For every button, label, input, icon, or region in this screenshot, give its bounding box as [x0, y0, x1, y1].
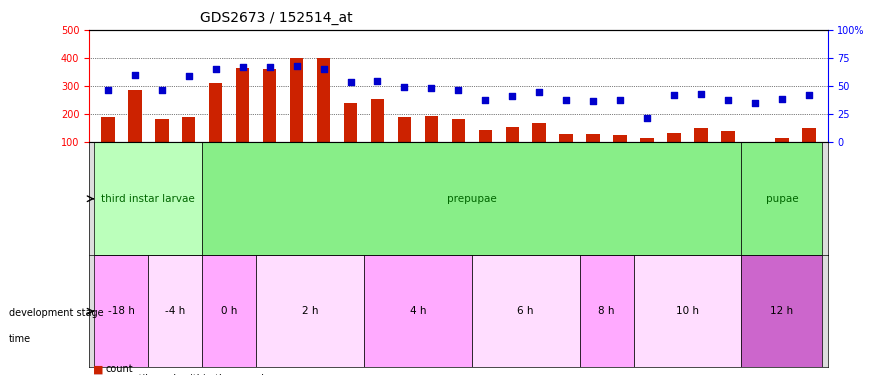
- FancyBboxPatch shape: [472, 255, 579, 368]
- Text: 6 h: 6 h: [517, 306, 534, 316]
- Bar: [613, 135, 627, 142]
- Point: [451, 87, 465, 93]
- Point: [344, 79, 358, 85]
- Point: [613, 97, 627, 103]
- Point: [370, 78, 384, 84]
- Text: third instar larvae: third instar larvae: [101, 194, 195, 204]
- Bar: [721, 131, 734, 142]
- Bar: [317, 58, 330, 142]
- Bar: [128, 90, 142, 142]
- Point: [559, 97, 573, 103]
- Point: [775, 96, 789, 102]
- Point: [802, 92, 816, 98]
- Bar: [263, 69, 277, 142]
- Point: [127, 72, 142, 78]
- Text: 0 h: 0 h: [221, 306, 238, 316]
- Text: GDS2673 / 152514_at: GDS2673 / 152514_at: [200, 11, 352, 25]
- FancyBboxPatch shape: [149, 255, 202, 368]
- Point: [155, 87, 169, 93]
- Bar: [209, 84, 222, 142]
- Point: [397, 84, 411, 90]
- FancyBboxPatch shape: [94, 255, 149, 368]
- FancyBboxPatch shape: [579, 255, 634, 368]
- Point: [506, 93, 520, 99]
- Point: [721, 97, 735, 103]
- Bar: [236, 68, 249, 142]
- Bar: [802, 128, 815, 142]
- Text: 8 h: 8 h: [598, 306, 615, 316]
- Bar: [532, 123, 546, 142]
- FancyBboxPatch shape: [256, 255, 364, 368]
- Point: [425, 86, 439, 92]
- Point: [182, 73, 196, 79]
- FancyBboxPatch shape: [94, 142, 202, 255]
- Point: [236, 64, 250, 70]
- FancyBboxPatch shape: [202, 142, 741, 255]
- Bar: [451, 118, 465, 142]
- Text: development stage: development stage: [9, 308, 103, 318]
- Bar: [668, 133, 681, 142]
- Bar: [694, 128, 708, 142]
- Point: [101, 87, 115, 93]
- FancyBboxPatch shape: [364, 255, 472, 368]
- Bar: [344, 103, 357, 142]
- Text: count: count: [105, 364, 133, 374]
- Bar: [290, 58, 303, 142]
- Text: ■: ■: [93, 364, 104, 374]
- Text: time: time: [9, 334, 31, 344]
- Text: 4 h: 4 h: [409, 306, 426, 316]
- Bar: [155, 118, 168, 142]
- Text: ■: ■: [93, 374, 104, 375]
- Text: -18 h: -18 h: [108, 306, 134, 316]
- Text: pupae: pupae: [765, 194, 798, 204]
- Text: prepupae: prepupae: [447, 194, 497, 204]
- Bar: [479, 130, 492, 142]
- Point: [532, 89, 546, 95]
- FancyBboxPatch shape: [741, 255, 822, 368]
- Point: [694, 91, 708, 97]
- Point: [317, 66, 331, 72]
- FancyBboxPatch shape: [202, 255, 256, 368]
- FancyBboxPatch shape: [741, 142, 822, 255]
- Bar: [775, 138, 789, 142]
- Text: percentile rank within the sample: percentile rank within the sample: [105, 374, 270, 375]
- Point: [640, 115, 654, 121]
- Bar: [425, 116, 438, 142]
- Text: 12 h: 12 h: [771, 306, 793, 316]
- Point: [748, 100, 762, 106]
- Text: 10 h: 10 h: [676, 306, 699, 316]
- Bar: [506, 127, 519, 142]
- Point: [289, 63, 303, 69]
- Point: [586, 98, 600, 104]
- Point: [263, 64, 277, 70]
- Bar: [560, 134, 573, 142]
- Bar: [640, 138, 654, 142]
- Point: [478, 97, 492, 103]
- Bar: [101, 117, 115, 142]
- Bar: [182, 117, 196, 142]
- Bar: [398, 117, 411, 142]
- Bar: [371, 99, 384, 142]
- Text: -4 h: -4 h: [166, 306, 185, 316]
- Text: 2 h: 2 h: [302, 306, 319, 316]
- Point: [667, 92, 681, 98]
- Bar: [587, 134, 600, 142]
- Point: [208, 66, 222, 72]
- FancyBboxPatch shape: [634, 255, 741, 368]
